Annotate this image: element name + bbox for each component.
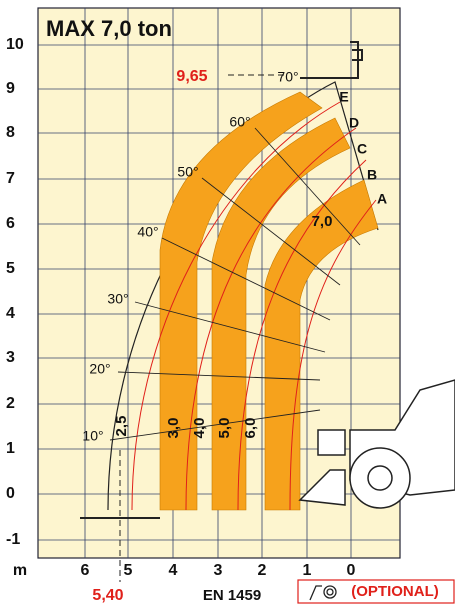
load-label: 7,0: [312, 213, 333, 230]
load-label: 4,0: [191, 418, 208, 439]
title: MAX 7,0 ton: [46, 16, 172, 41]
y-label: -1: [6, 531, 20, 548]
y-label: 0: [6, 485, 15, 502]
y-label: 2: [6, 395, 15, 412]
angle-label: 30°: [107, 291, 128, 307]
x-label: 0: [347, 562, 356, 579]
max-height: 9,65: [176, 68, 207, 85]
load-chart: 109876543210-1m654321010°20°30°40°50°60°…: [0, 0, 455, 604]
angle-label: 10°: [82, 428, 103, 444]
max-reach: 5,40: [92, 587, 123, 604]
load-label: 3,0: [165, 418, 182, 439]
zone-label: C: [357, 141, 367, 157]
angle-label: 20°: [89, 361, 110, 377]
y-label: 7: [6, 170, 15, 187]
x-label: m: [13, 562, 27, 579]
angle-label: 70°: [277, 69, 298, 85]
hub: [368, 466, 392, 490]
zone-label: E: [339, 89, 348, 105]
zone-label: A: [377, 191, 387, 207]
load-label: 2,5: [113, 416, 130, 437]
x-label: 1: [303, 562, 312, 579]
x-label: 6: [81, 562, 90, 579]
angle-label: 50°: [177, 164, 198, 180]
angle-label: 40°: [137, 224, 158, 240]
zone-label: D: [349, 115, 359, 131]
standard: EN 1459: [203, 587, 261, 604]
carriage-top: [318, 430, 345, 455]
x-label: 4: [169, 562, 178, 579]
y-label: 6: [6, 215, 15, 232]
y-label: 3: [6, 349, 15, 366]
y-label: 8: [6, 124, 15, 141]
y-label: 1: [6, 440, 15, 457]
x-label: 5: [124, 562, 133, 579]
optional: (OPTIONAL): [351, 583, 439, 600]
y-label: 9: [6, 80, 15, 97]
angle-label: 60°: [229, 114, 250, 130]
x-label: 3: [214, 562, 223, 579]
y-label: 4: [6, 305, 15, 322]
zone-label: B: [367, 167, 377, 183]
x-label: 2: [258, 562, 267, 579]
y-label: 5: [6, 260, 15, 277]
load-label: 5,0: [216, 418, 233, 439]
load-label: 6,0: [242, 418, 259, 439]
y-label: 10: [6, 36, 24, 53]
